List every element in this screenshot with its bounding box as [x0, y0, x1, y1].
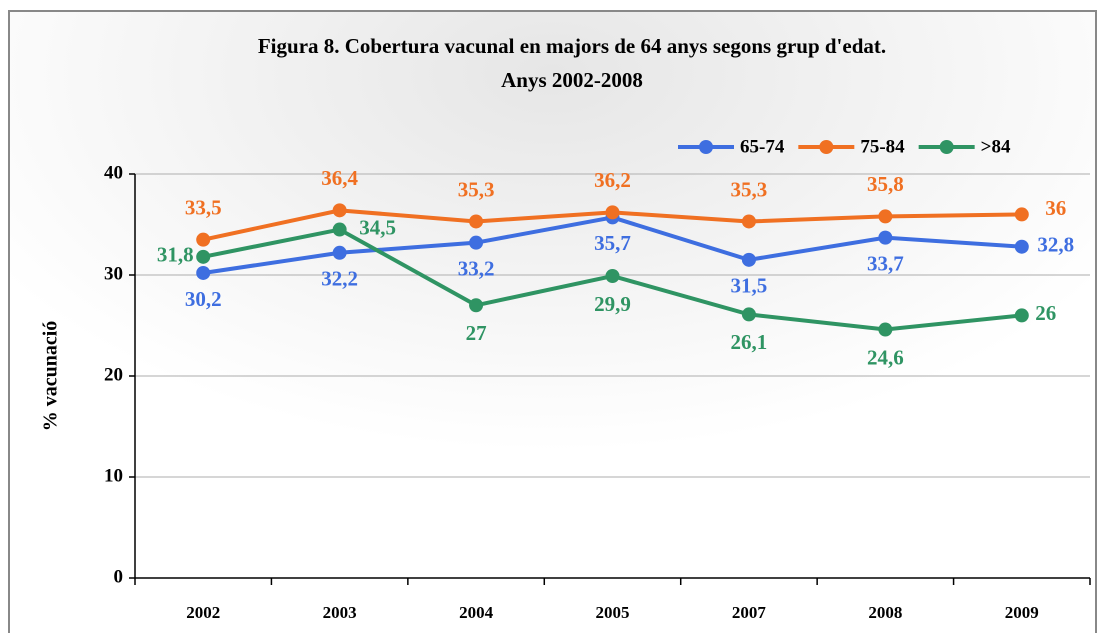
x-tick-label: 2003 — [323, 603, 357, 622]
y-tick-label: 0 — [114, 566, 124, 587]
point — [196, 249, 211, 264]
legend-marker — [939, 140, 954, 154]
point — [741, 252, 756, 267]
point — [878, 230, 893, 245]
data-label: 29,9 — [594, 292, 631, 316]
data-label: 24,6 — [867, 345, 904, 369]
legend-label: 75-84 — [860, 136, 905, 157]
x-tick-label: 2009 — [1005, 603, 1039, 622]
chart-title: Anys 2002-2008 — [501, 68, 643, 92]
data-label: 33,5 — [185, 195, 222, 219]
data-label: 36 — [1045, 196, 1066, 220]
x-tick-label: 2002 — [186, 603, 220, 622]
data-label: 31,5 — [731, 274, 768, 298]
y-tick-label: 20 — [104, 364, 123, 385]
point — [1014, 308, 1029, 323]
data-label: 31,8 — [157, 243, 194, 267]
point — [741, 214, 756, 229]
data-label: 26,1 — [731, 330, 768, 354]
point — [196, 232, 211, 247]
data-label: 32,8 — [1037, 233, 1074, 257]
point — [605, 269, 620, 284]
legend-marker — [699, 140, 713, 154]
point — [469, 298, 484, 313]
data-label: 30,2 — [185, 287, 222, 311]
legend-marker — [819, 140, 834, 154]
point — [878, 322, 893, 337]
point — [1014, 207, 1029, 222]
y-tick-label: 30 — [104, 263, 123, 284]
data-label: 33,7 — [867, 251, 904, 275]
data-label: 26 — [1035, 301, 1056, 325]
data-label: 35,3 — [458, 177, 495, 201]
point — [332, 203, 347, 218]
point — [1014, 239, 1029, 254]
legend-label: >84 — [981, 136, 1011, 157]
data-label: 36,2 — [594, 168, 631, 192]
x-tick-label: 2008 — [868, 603, 902, 622]
data-label: 36,4 — [321, 166, 358, 190]
data-label: 33,2 — [458, 256, 495, 280]
x-tick-label: 2004 — [459, 603, 494, 622]
point — [878, 209, 893, 224]
y-tick-label: 10 — [104, 465, 123, 486]
x-tick-label: 2007 — [732, 603, 767, 622]
chart-frame — [8, 10, 1097, 633]
data-label: 35,7 — [594, 231, 631, 255]
point — [605, 205, 620, 220]
point — [469, 235, 484, 250]
point — [332, 245, 347, 260]
legend-label: 65-74 — [740, 136, 785, 157]
chart-title: Figura 8. Cobertura vacunal en majors de… — [258, 34, 886, 58]
data-label: 34,5 — [359, 215, 396, 239]
point — [196, 265, 211, 280]
point — [741, 307, 756, 322]
data-label: 35,8 — [867, 172, 904, 196]
point — [469, 214, 484, 229]
data-label: 27 — [466, 321, 487, 345]
y-axis-label: % vacunació — [40, 321, 62, 432]
point — [332, 222, 347, 237]
data-label: 32,2 — [321, 267, 358, 291]
x-tick-label: 2005 — [596, 603, 630, 622]
y-tick-label: 40 — [104, 162, 123, 183]
data-label: 35,3 — [731, 177, 768, 201]
